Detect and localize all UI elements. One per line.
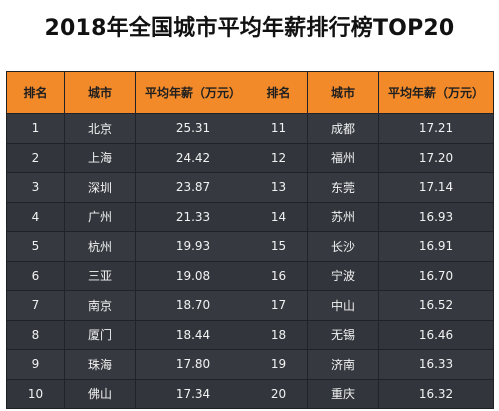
table-row: 16 宁波 16.70 [250,260,493,290]
city-cell: 中山 [308,291,379,320]
city-cell: 厦门 [65,320,136,349]
table-row: 7 南京 18.70 [7,290,250,320]
rank-cell: 17 [250,291,308,320]
salary-cell: 24.42 [175,150,211,165]
rank-cell: 13 [250,173,308,202]
header-salary: 平均年薪（万元） [144,86,241,100]
salary-cell: 16.93 [418,209,454,224]
salary-cell: 18.44 [175,327,211,342]
table-row: 1 北京 25.31 [7,113,250,143]
city-cell: 无锡 [308,320,379,349]
salary-cell: 17.34 [175,386,211,401]
city-cell: 济南 [308,350,379,379]
salary-ranking-table: 排名 城市 平均年薪（万元） 1 北京 25.31 2 上海 24.42 3 深圳 23.87 4… [7,72,493,408]
salary-cell: 16.52 [418,298,454,313]
salary-cell: 21.33 [175,209,211,224]
rank-cell: 11 [250,114,308,143]
city-cell: 重庆 [308,379,379,408]
table-row: 12 福州 17.20 [250,142,493,172]
table-row: 5 杭州 19.93 [7,231,250,261]
table-row: 13 东莞 17.14 [250,172,493,202]
city-cell: 珠海 [65,350,136,379]
table-row: 11 成都 17.21 [250,113,493,143]
rank-cell: 8 [7,320,65,349]
salary-cell: 17.14 [418,180,454,195]
header-rank: 排名 [7,72,65,113]
salary-cell: 16.33 [418,357,454,372]
header-city: 城市 [65,72,136,113]
city-cell: 长沙 [308,232,379,261]
city-cell: 福州 [308,143,379,172]
rank-cell: 16 [250,261,308,290]
rank-cell: 14 [250,202,308,231]
rank-cell: 2 [7,143,65,172]
header-rank: 排名 [250,72,308,113]
rank-cell: 15 [250,232,308,261]
city-cell: 北京 [65,114,136,143]
header-salary: 平均年薪（万元） [387,86,484,100]
table-row: 17 中山 16.52 [250,290,493,320]
city-cell: 深圳 [65,173,136,202]
table-row: 10 佛山 17.34 [7,378,250,408]
table-left-half: 排名 城市 平均年薪（万元） 1 北京 25.31 2 上海 24.42 3 深圳 23.87 4… [7,72,250,408]
city-cell: 上海 [65,143,136,172]
salary-cell: 25.31 [175,121,211,136]
city-cell: 佛山 [65,379,136,408]
table-row: 4 广州 21.33 [7,201,250,231]
city-cell: 广州 [65,202,136,231]
rank-cell: 9 [7,350,65,379]
table-row: 18 无锡 16.46 [250,319,493,349]
city-cell: 成都 [308,114,379,143]
salary-cell: 23.87 [175,180,211,195]
table-row: 14 苏州 16.93 [250,201,493,231]
table-row: 19 济南 16.33 [250,349,493,379]
rank-cell: 6 [7,261,65,290]
city-cell: 三亚 [65,261,136,290]
salary-cell: 16.70 [418,268,454,283]
salary-cell: 16.46 [418,327,454,342]
salary-cell: 18.70 [175,298,211,313]
table-row: 3 深圳 23.87 [7,172,250,202]
page-title: 2018年全国城市平均年薪排行榜TOP20 [44,16,455,41]
rank-cell: 20 [250,379,308,408]
city-cell: 宁波 [308,261,379,290]
salary-cell: 17.21 [418,121,454,136]
rank-cell: 18 [250,320,308,349]
table-row: 20 重庆 16.32 [250,378,493,408]
table-row: 15 长沙 16.91 [250,231,493,261]
rank-cell: 4 [7,202,65,231]
table-row: 6 三亚 19.08 [7,260,250,290]
rank-cell: 7 [7,291,65,320]
rank-cell: 10 [7,379,65,408]
table-header-row-left: 排名 城市 平均年薪（万元） [7,72,250,113]
rank-cell: 3 [7,173,65,202]
rank-cell: 5 [7,232,65,261]
table-row: 8 厦门 18.44 [7,319,250,349]
table-row: 9 珠海 17.80 [7,349,250,379]
rank-cell: 19 [250,350,308,379]
salary-cell: 16.91 [418,239,454,254]
table-right-half: 排名 城市 平均年薪（万元） 11 成都 17.21 12 福州 17.20 13 东莞 17.… [250,72,493,408]
salary-cell: 19.93 [175,239,211,254]
rank-cell: 12 [250,143,308,172]
salary-cell: 19.08 [175,268,211,283]
salary-cell: 17.20 [418,150,454,165]
header-city: 城市 [308,72,379,113]
city-cell: 东莞 [308,173,379,202]
rank-cell: 1 [7,114,65,143]
table-row: 2 上海 24.42 [7,142,250,172]
city-cell: 杭州 [65,232,136,261]
city-cell: 苏州 [308,202,379,231]
salary-cell: 17.80 [175,357,211,372]
city-cell: 南京 [65,291,136,320]
table-header-row-right: 排名 城市 平均年薪（万元） [250,72,493,113]
salary-cell: 16.32 [418,386,454,401]
